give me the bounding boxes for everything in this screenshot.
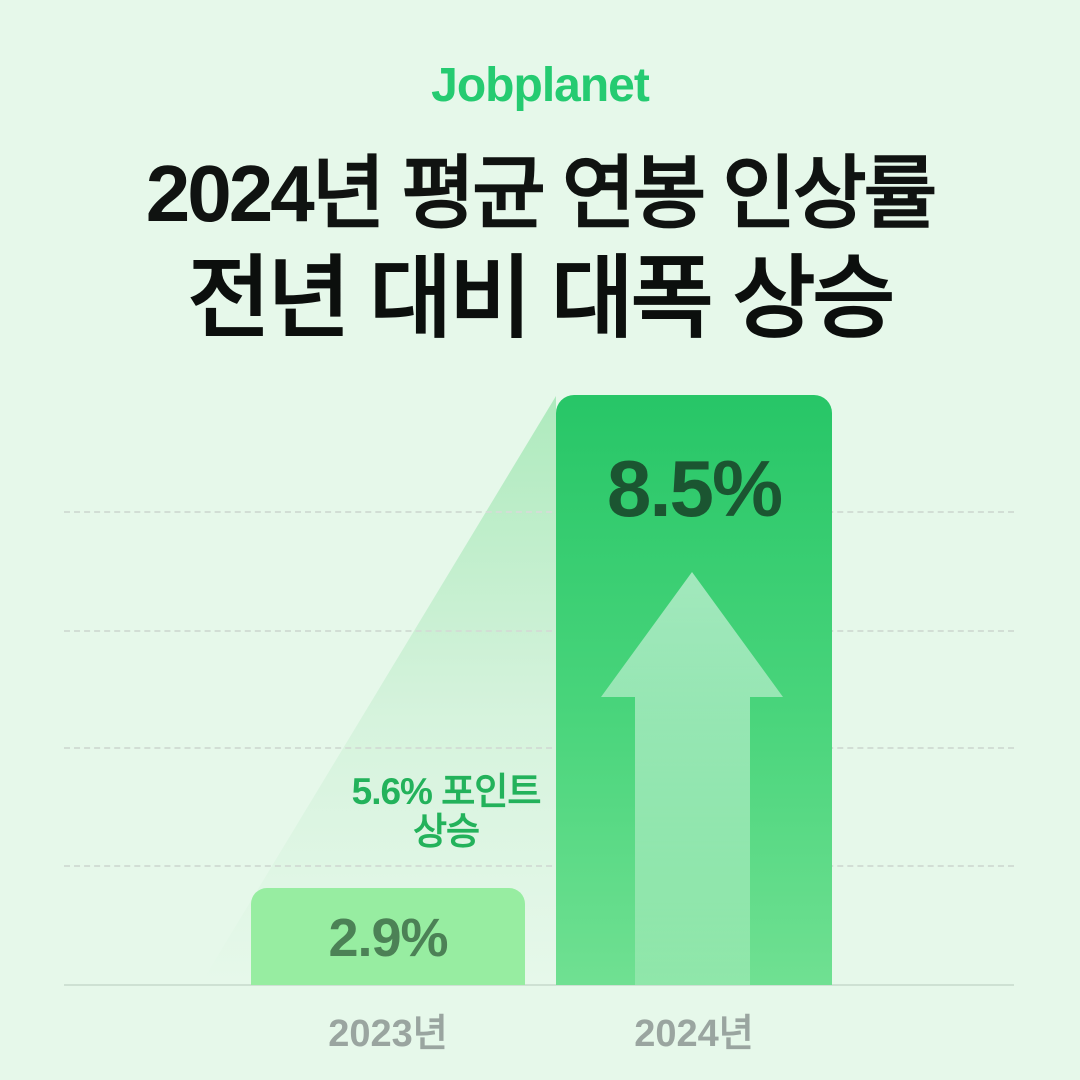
page-title-line2: 전년 대비 대폭 상승 xyxy=(187,249,895,349)
bar-2024-value-label: 8.5% xyxy=(606,444,783,533)
bar-2024: 8.5% xyxy=(556,395,832,985)
increase-annotation: 5.6% 포인트 상승 xyxy=(276,772,616,852)
x-axis-label-2023: 2023년 xyxy=(328,1013,448,1055)
gridline xyxy=(64,630,1014,632)
increase-annotation-line2: 상승 xyxy=(412,811,480,852)
jobplanet-logo: Jobplanet xyxy=(431,59,650,112)
x-axis-label-2024: 2024년 xyxy=(634,1013,754,1055)
gridline xyxy=(64,511,1014,513)
bar-2023: 2.9% xyxy=(251,888,525,985)
increase-annotation-line1: 5.6% 포인트 xyxy=(351,771,542,812)
gridline xyxy=(64,865,1014,867)
page-title-line1: 2024년 평균 연봉 인상률 xyxy=(145,149,937,238)
gridline xyxy=(64,747,1014,749)
x-axis-baseline xyxy=(64,984,1014,986)
bar-2023-value-label: 2.9% xyxy=(328,908,448,968)
